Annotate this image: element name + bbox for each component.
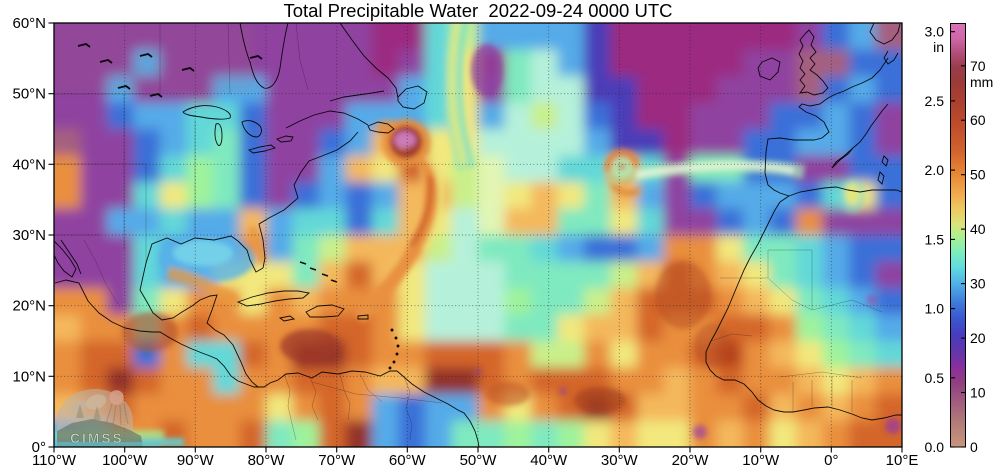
- svg-text:0°: 0°: [824, 452, 838, 469]
- svg-text:30°W: 30°W: [601, 452, 639, 469]
- svg-text:10: 10: [970, 385, 986, 401]
- svg-text:0.0: 0.0: [925, 439, 945, 455]
- svg-text:10°E: 10°E: [886, 452, 919, 469]
- svg-text:40°W: 40°W: [530, 452, 568, 469]
- svg-text:40°N: 40°N: [12, 156, 46, 173]
- svg-text:30°N: 30°N: [12, 227, 46, 244]
- svg-text:20: 20: [970, 330, 986, 346]
- svg-text:60: 60: [970, 112, 986, 128]
- svg-text:80°W: 80°W: [248, 452, 286, 469]
- svg-text:30: 30: [970, 276, 986, 292]
- svg-text:2.5: 2.5: [925, 93, 945, 109]
- svg-text:0: 0: [970, 439, 978, 455]
- svg-text:10°W: 10°W: [742, 452, 780, 469]
- svg-text:in: in: [933, 39, 944, 55]
- svg-text:0°: 0°: [32, 439, 46, 456]
- svg-text:70: 70: [970, 58, 986, 74]
- svg-text:20°W: 20°W: [672, 452, 710, 469]
- svg-text:90°W: 90°W: [177, 452, 215, 469]
- svg-text:3.0: 3.0: [925, 24, 945, 40]
- svg-text:20°N: 20°N: [12, 298, 46, 315]
- svg-text:100°W: 100°W: [102, 452, 148, 469]
- svg-text:110°W: 110°W: [32, 452, 77, 469]
- svg-text:0.5: 0.5: [925, 370, 945, 386]
- svg-text:1.0: 1.0: [925, 301, 945, 317]
- svg-text:10°N: 10°N: [12, 368, 46, 385]
- svg-text:50: 50: [970, 167, 986, 183]
- svg-text:60°N: 60°N: [12, 15, 46, 32]
- svg-text:60°W: 60°W: [389, 452, 427, 469]
- svg-text:1.5: 1.5: [925, 231, 945, 247]
- svg-text:mm: mm: [970, 74, 993, 90]
- svg-text:70°W: 70°W: [318, 452, 356, 469]
- svg-text:40: 40: [970, 221, 986, 237]
- svg-text:2.0: 2.0: [925, 162, 945, 178]
- svg-text:50°W: 50°W: [460, 452, 498, 469]
- svg-text:Total Precipitable Water 2022: Total Precipitable Water 2022-09-24 0000…: [283, 0, 672, 21]
- svg-text:CIMSS: CIMSS: [70, 431, 124, 446]
- svg-text:50°N: 50°N: [12, 86, 46, 103]
